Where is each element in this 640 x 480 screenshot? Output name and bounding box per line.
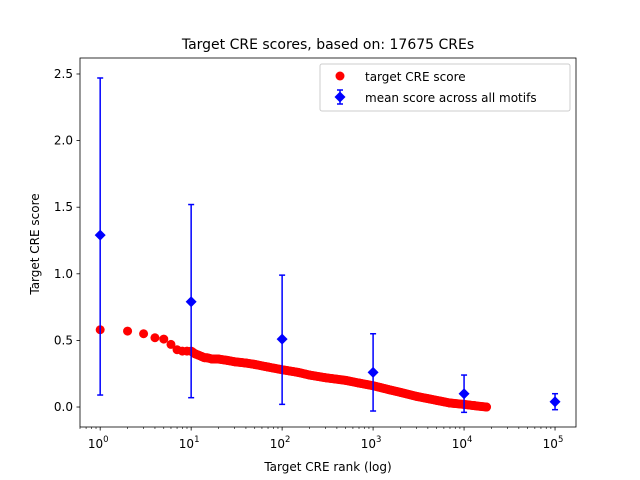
legend-marker-target-score	[335, 71, 345, 81]
mean-score-point	[276, 333, 288, 345]
y-tick-label: 2.0	[54, 134, 73, 148]
series-target-cre-score	[95, 325, 492, 412]
x-tick-label: 103	[361, 435, 382, 451]
target-score-point	[150, 333, 160, 343]
x-tick-label-exponent: 0	[103, 435, 108, 445]
x-tick-label-exponent: 4	[467, 435, 472, 445]
mean-score-point	[367, 366, 379, 378]
x-tick-label-exponent: 2	[285, 435, 290, 445]
mean-score-point	[185, 296, 197, 308]
x-tick-label: 105	[543, 435, 564, 451]
target-score-point	[481, 402, 491, 412]
target-score-point	[123, 326, 133, 336]
y-tick-label: 1.0	[54, 267, 73, 281]
mean-score-point	[549, 396, 561, 408]
legend-label-target-score: target CRE score	[365, 70, 466, 84]
y-tick-label: 0.5	[54, 333, 73, 347]
mean-score-point	[458, 388, 470, 400]
x-tick-label: 102	[270, 435, 291, 451]
series-mean-score	[94, 77, 561, 414]
x-axis-label: Target CRE rank (log)	[263, 460, 391, 474]
x-tick-label: 101	[179, 435, 200, 451]
x-tick-label: 104	[452, 435, 473, 451]
target-score-point	[159, 334, 169, 344]
x-tick-label-base: 10	[452, 437, 467, 451]
target-score-point	[166, 339, 176, 349]
chart-title: Target CRE scores, based on: 17675 CREs	[181, 37, 474, 53]
x-tick-label-base: 10	[543, 437, 558, 451]
x-tick-label-exponent: 5	[558, 435, 563, 445]
y-tick-label: 1.5	[54, 200, 73, 214]
x-tick-label-base: 10	[270, 437, 285, 451]
x-tick-label-exponent: 3	[376, 435, 381, 445]
x-tick-label: 100	[88, 435, 109, 451]
legend-box	[319, 63, 571, 112]
legend-label-mean-score: mean score across all motifs	[365, 91, 537, 105]
y-tick-label: 2.5	[54, 67, 73, 81]
legend: target CRE score mean score across all m…	[319, 63, 571, 112]
x-tick-label-exponent: 1	[194, 435, 199, 445]
plot-frame	[79, 57, 577, 428]
x-tick-label-base: 10	[361, 437, 376, 451]
x-tick-label-base: 10	[88, 437, 103, 451]
y-axis-label: Target CRE score	[28, 193, 42, 295]
x-tick-label-base: 10	[179, 437, 194, 451]
mean-score-point	[94, 229, 106, 241]
legend-marker-mean-score	[334, 89, 346, 105]
target-score-point	[139, 329, 149, 339]
y-tick-label: 0.0	[54, 400, 73, 414]
